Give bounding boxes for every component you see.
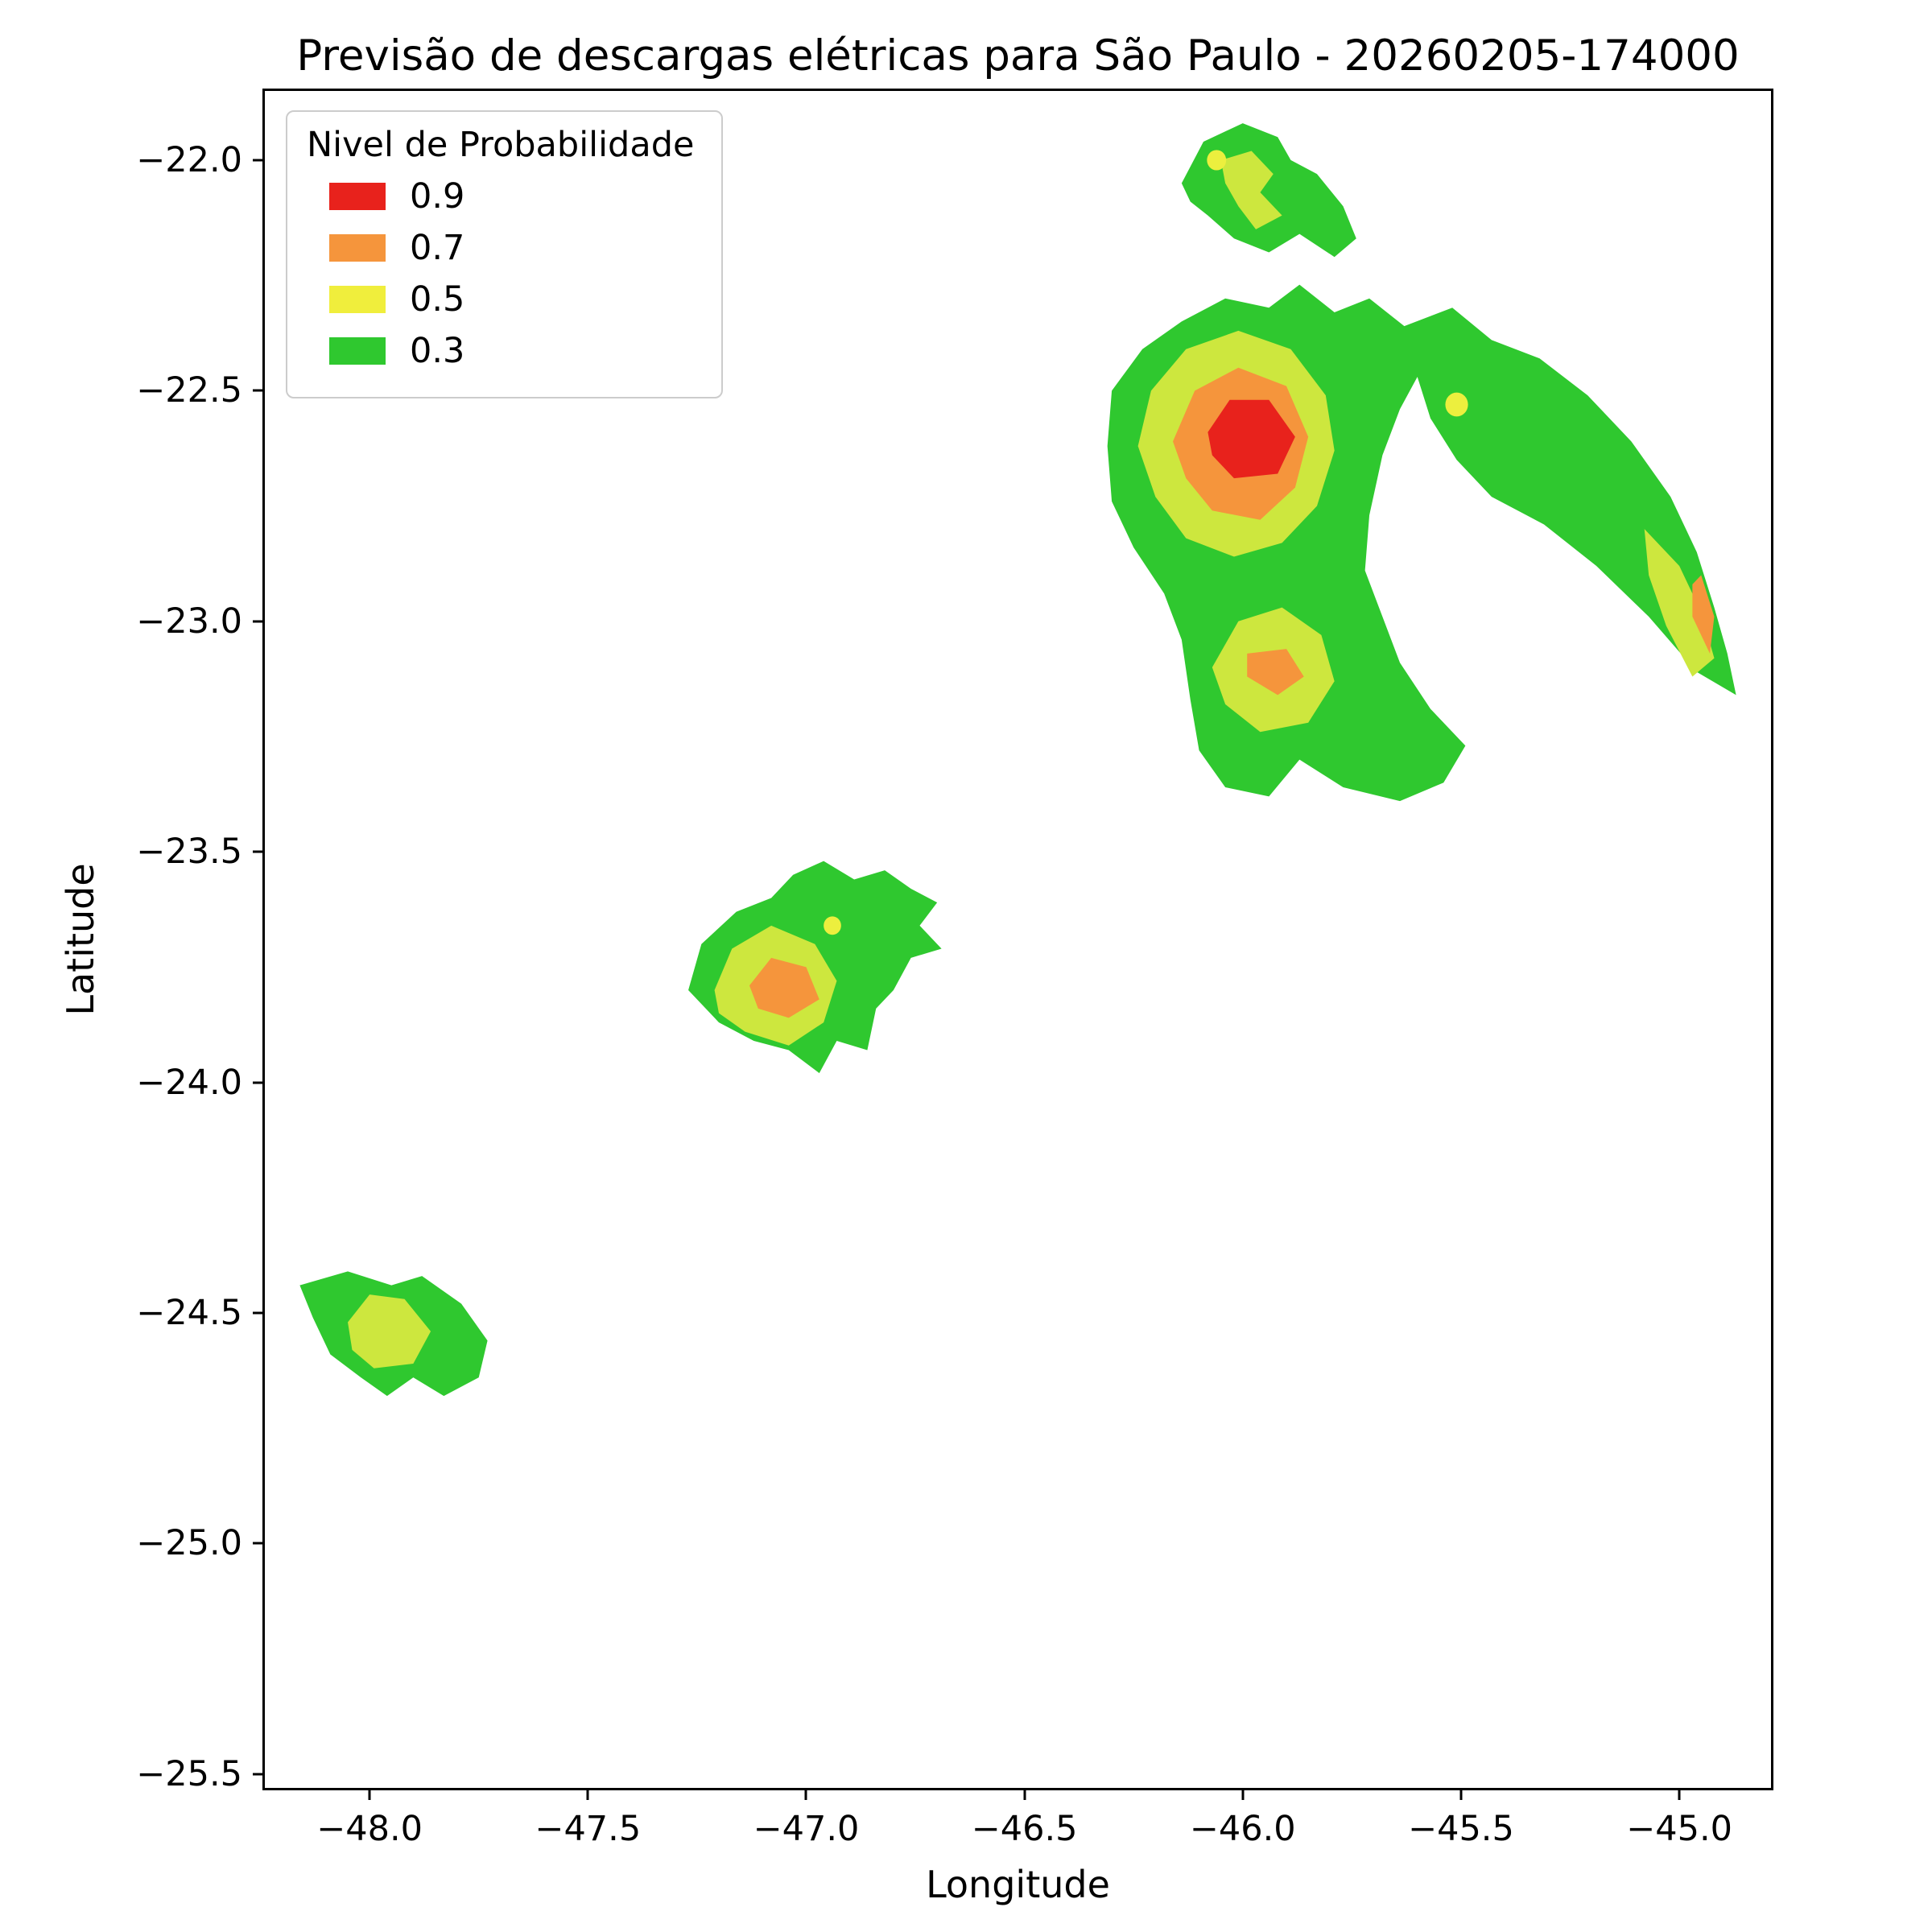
north-blob-green: [1181, 123, 1356, 258]
legend-label: 0.3: [410, 331, 465, 371]
legend-row: 0.3: [307, 331, 694, 371]
south-cell-orange: [1247, 649, 1304, 696]
southwest-blob-inner-yellow: [348, 1294, 431, 1368]
contour-map: [299, 123, 1736, 1397]
legend-label: 0.7: [410, 228, 465, 268]
legend: Nivel de Probabilidade 0.9 0.7 0.5 0.3: [286, 110, 724, 398]
legend-swatch: [329, 337, 386, 365]
north-blob-yellow-dot: [1207, 150, 1227, 171]
x-tick-mark: [586, 1788, 589, 1800]
y-tick-label: −22.0: [136, 139, 242, 180]
y-tick-mark: [253, 1311, 265, 1315]
legend-swatch: [329, 286, 386, 313]
legend-swatch: [329, 234, 386, 262]
north-blob-inner-yellow: [1220, 151, 1282, 229]
x-axis-label: Longitude: [926, 1863, 1110, 1906]
central-blob-yellow-dot: [824, 916, 841, 935]
legend-title: Nivel de Probabilidade: [307, 125, 695, 165]
x-tick-mark: [368, 1788, 371, 1800]
x-tick-mark: [804, 1788, 807, 1800]
x-tick-label: −48.0: [316, 1809, 423, 1849]
plot-area: −48.0 −47.5 −47.0 −46.5 −46.0 −45.5 −45.0 −22.…: [136, 89, 1773, 1849]
y-tick-label: −24.0: [136, 1062, 242, 1103]
legend-swatch: [329, 183, 386, 210]
arm-orange-sliver: [1692, 575, 1715, 654]
x-tick-label: −46.0: [1189, 1809, 1296, 1849]
x-tick-label: −46.5: [971, 1809, 1078, 1849]
x-tick-mark: [1459, 1788, 1463, 1800]
y-tick-mark: [253, 850, 265, 853]
x-tick-label: −45.5: [1408, 1809, 1514, 1849]
x-tick-mark: [1023, 1788, 1026, 1800]
x-tick-label: −47.0: [753, 1809, 860, 1849]
legend-entries: 0.9 0.7 0.5 0.3: [307, 176, 694, 371]
y-tick-mark: [253, 1081, 265, 1084]
legend-label: 0.5: [410, 279, 465, 320]
x-tick-label: −47.5: [535, 1809, 642, 1849]
central-blob-orange-core: [749, 957, 819, 1018]
arm-yellow-patch: [1644, 529, 1715, 677]
y-tick-mark: [253, 159, 265, 162]
y-tick-label: −22.5: [136, 370, 242, 411]
main-storm-red-core: [1208, 399, 1295, 479]
y-tick-label: −25.5: [136, 1753, 242, 1794]
y-axis-label: Latitude: [59, 863, 102, 1016]
y-tick-mark: [253, 620, 265, 623]
y-tick-mark: [253, 389, 265, 392]
legend-row: 0.9: [307, 176, 694, 217]
legend-label: 0.9: [410, 176, 465, 217]
y-tick-mark: [253, 1773, 265, 1776]
y-tick-label: −23.5: [136, 832, 242, 873]
arm-yellow-dot: [1445, 392, 1468, 417]
chart-title: Previsão de descargas elétricas para São…: [296, 31, 1740, 80]
y-tick-label: −24.5: [136, 1292, 242, 1333]
y-tick-label: −25.0: [136, 1523, 242, 1564]
x-tick-mark: [1241, 1788, 1245, 1800]
x-tick-mark: [1678, 1788, 1681, 1800]
x-tick-label: −45.0: [1626, 1809, 1732, 1849]
legend-row: 0.7: [307, 228, 694, 268]
y-tick-label: −23.0: [136, 601, 242, 642]
legend-row: 0.5: [307, 279, 694, 320]
y-tick-mark: [253, 1542, 265, 1545]
